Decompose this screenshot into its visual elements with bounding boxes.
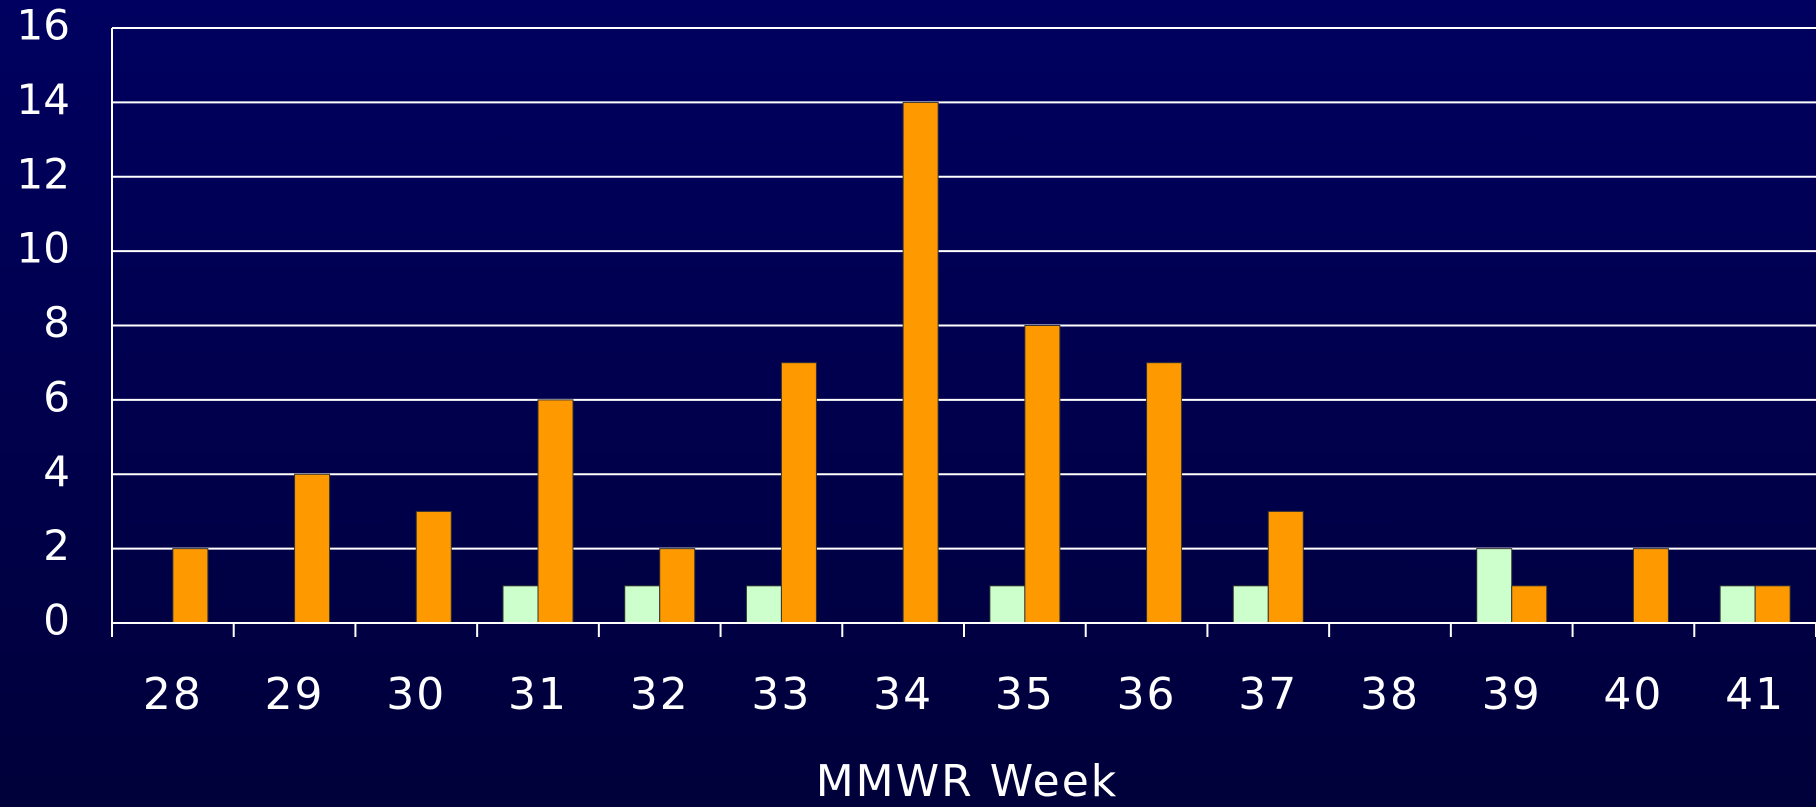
x-tick-label: 28 — [143, 669, 203, 720]
bar — [1511, 585, 1548, 624]
bar — [294, 473, 331, 624]
y-tick-label: 0 — [43, 596, 70, 645]
x-tick-label: 37 — [1238, 669, 1298, 720]
x-tick-label: 41 — [1725, 669, 1785, 720]
y-tick-label: 2 — [43, 521, 70, 570]
bar — [1146, 362, 1183, 624]
y-tick-label: 8 — [43, 298, 70, 347]
bar — [989, 585, 1026, 624]
bar — [1267, 510, 1304, 624]
bar — [624, 585, 661, 624]
y-tick-label: 14 — [17, 75, 70, 124]
x-tick-label: 35 — [995, 669, 1055, 720]
x-tick-label: 39 — [1482, 669, 1542, 720]
bar — [502, 585, 539, 624]
bar — [1232, 585, 1269, 624]
bar — [1476, 548, 1513, 624]
x-tick-label: 38 — [1360, 669, 1420, 720]
x-tick-label: 34 — [873, 669, 933, 720]
x-axis-label: MMWR Week — [816, 756, 1119, 807]
x-tick-label: 29 — [265, 669, 325, 720]
bar — [1719, 585, 1756, 624]
y-tick-label: 6 — [43, 372, 70, 421]
x-tick-label: 33 — [751, 669, 811, 720]
y-tick-label: 4 — [43, 447, 70, 496]
bar — [172, 548, 209, 624]
bar — [537, 399, 574, 624]
y-tick-label: 12 — [17, 149, 70, 198]
bar — [1632, 548, 1669, 624]
bar — [745, 585, 782, 624]
bar — [902, 101, 939, 624]
x-tick-label: 31 — [508, 669, 568, 720]
y-tick-label: 10 — [17, 224, 70, 273]
bar — [1754, 585, 1791, 624]
bar — [1024, 325, 1061, 624]
x-tick-label: 30 — [386, 669, 446, 720]
bar — [780, 362, 817, 624]
bar — [415, 510, 452, 624]
x-tick-label: 40 — [1603, 669, 1663, 720]
y-tick-label: 16 — [17, 1, 70, 50]
bar — [659, 548, 696, 624]
x-tick-label: 32 — [630, 669, 690, 720]
x-tick-label: 36 — [1117, 669, 1177, 720]
